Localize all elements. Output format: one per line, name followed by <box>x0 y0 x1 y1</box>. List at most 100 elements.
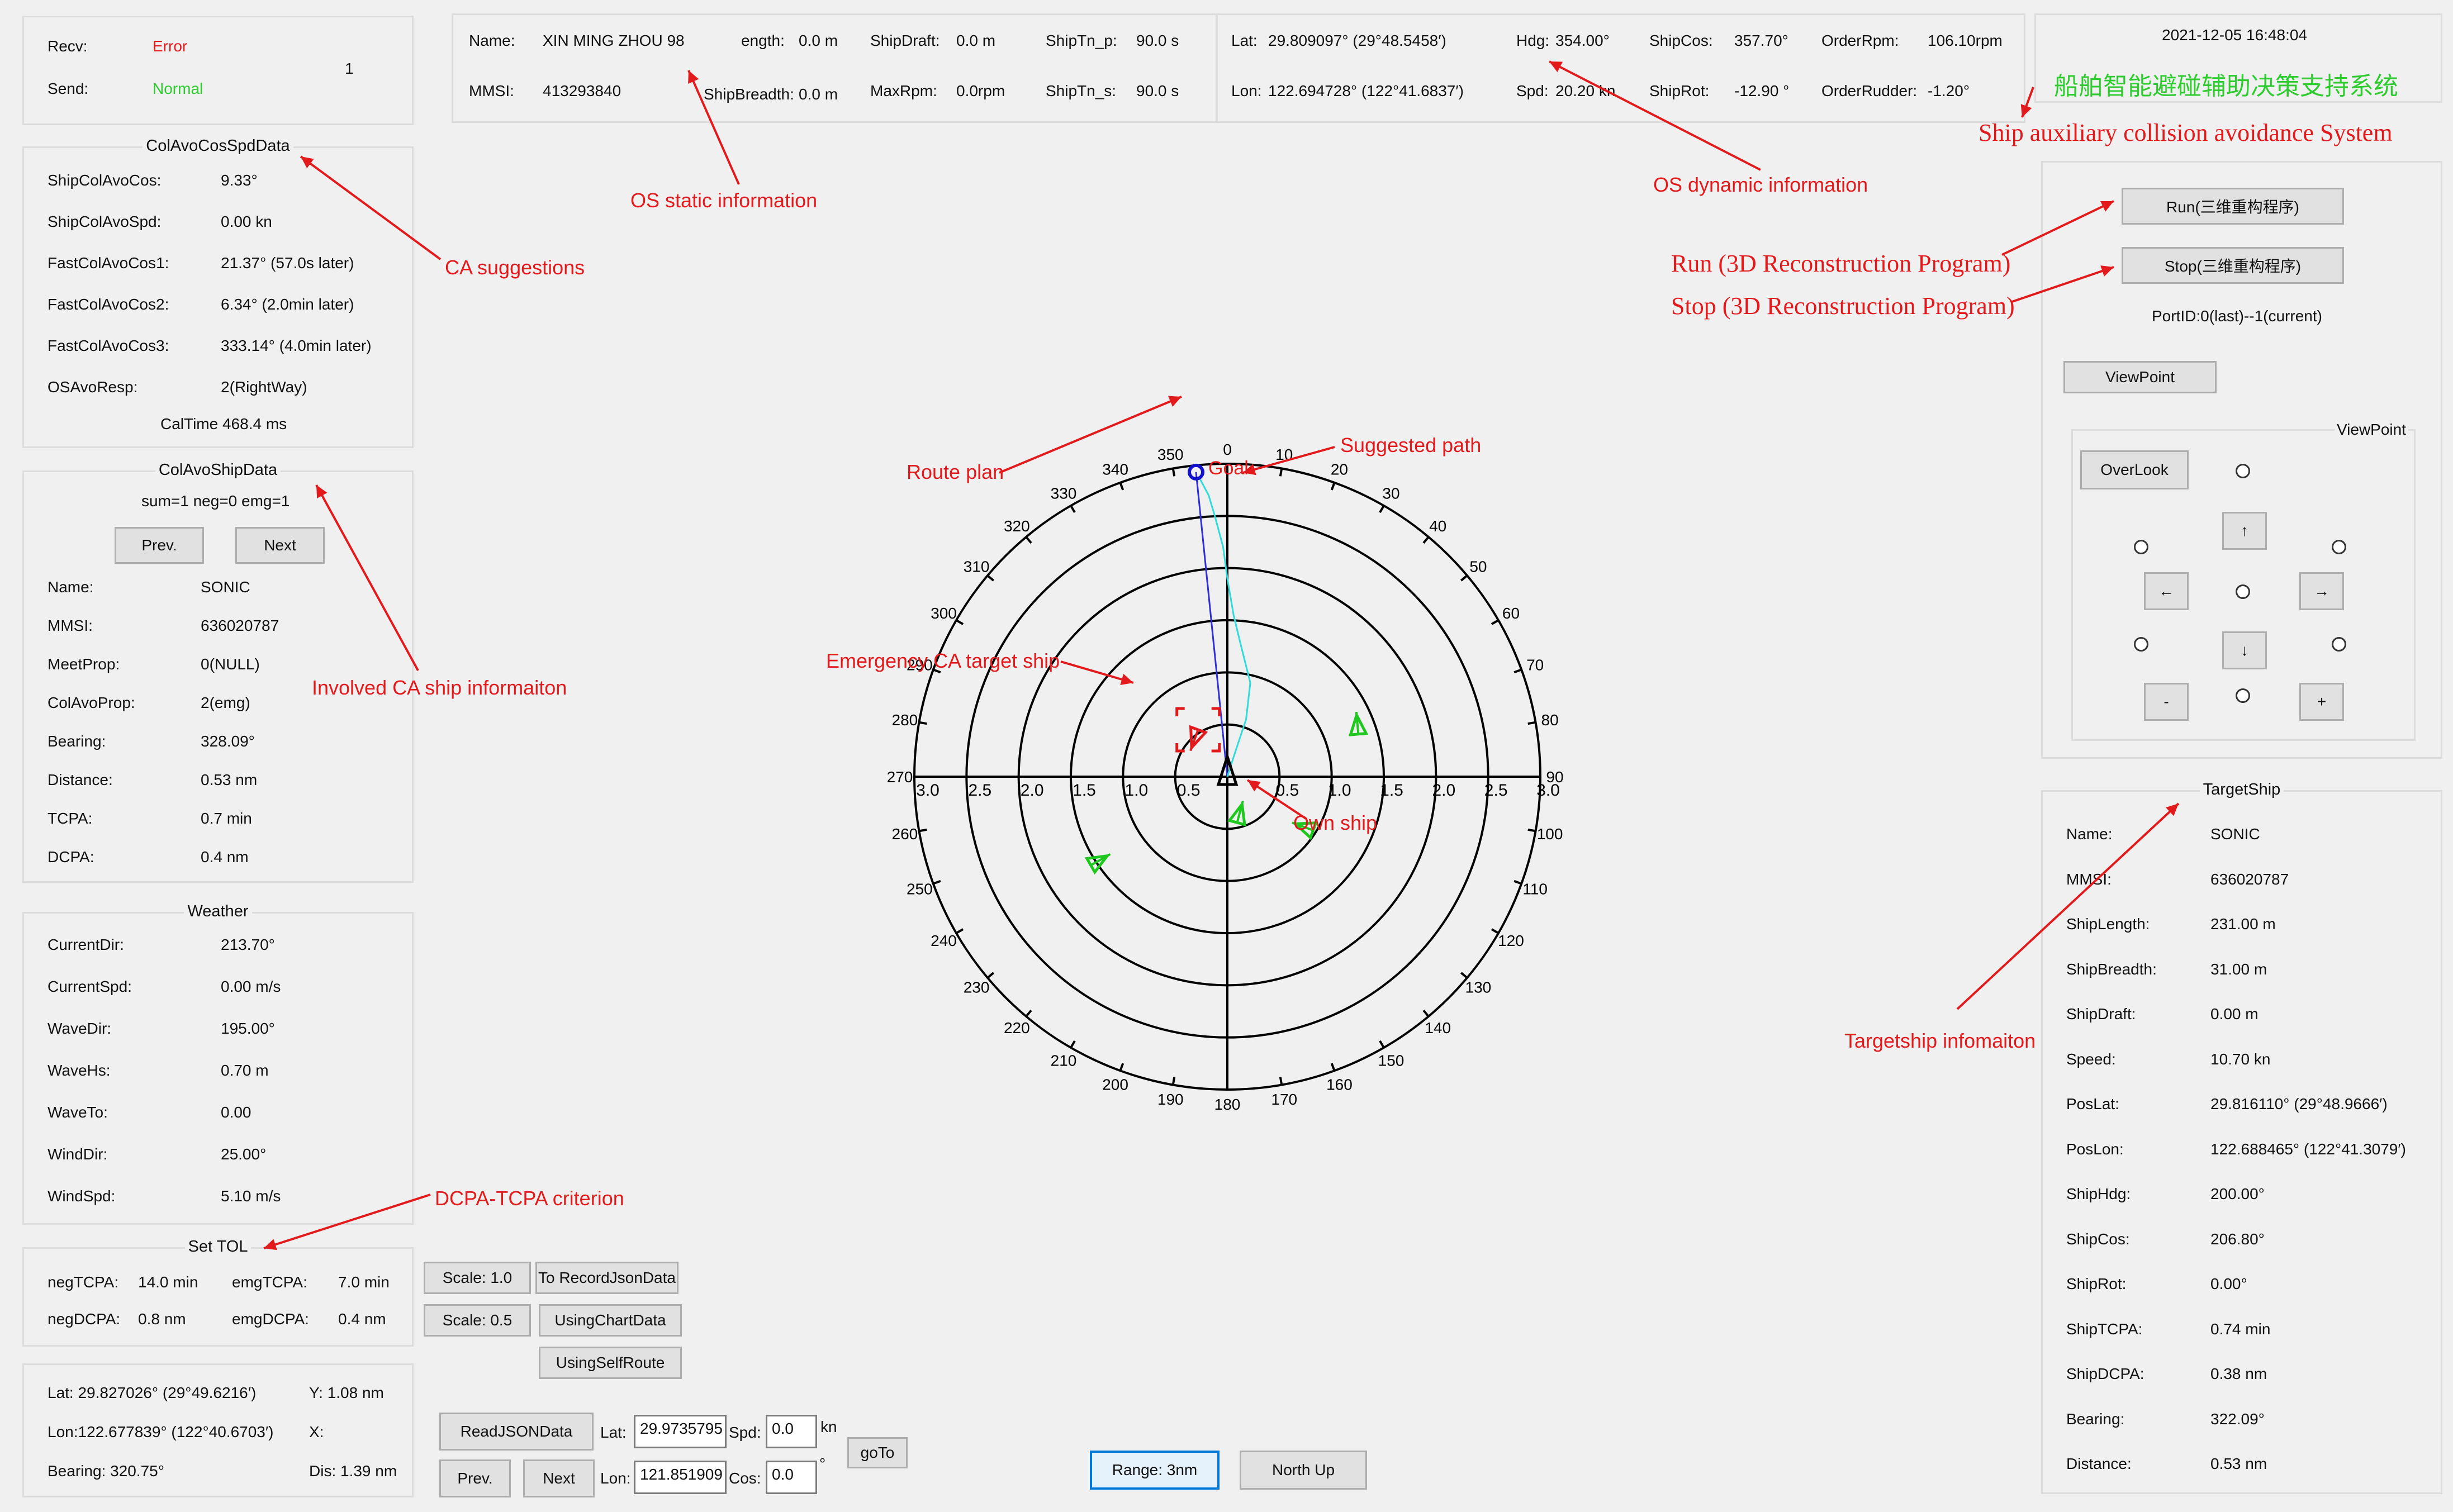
weather-field-value: 0.00 <box>221 1104 252 1121</box>
ca-ship-field-label: Name: <box>48 578 94 596</box>
own-ship-icon <box>1216 752 1239 786</box>
annotation-arrow <box>1242 446 1335 474</box>
arrow-left-button[interactable]: ← <box>2144 572 2189 610</box>
viewpoint-radio-left-bottom[interactable] <box>2134 637 2148 652</box>
viewpoint-radio-center[interactable] <box>2236 584 2250 599</box>
using-self-route-button[interactable]: UsingSelfRoute <box>539 1347 682 1379</box>
os-tns-label: ShipTn_s: <box>1046 82 1117 99</box>
bearing-label: 0 <box>1223 441 1232 458</box>
bearing-label: 20 <box>1331 460 1348 478</box>
ca-ship-field-value: 2(emg) <box>201 694 250 711</box>
bottom-prev-button[interactable]: Prev. <box>439 1459 511 1497</box>
goto-spd-input[interactable]: 0.0 <box>766 1415 817 1448</box>
goto-cos-label: Cos: <box>729 1470 761 1487</box>
goto-cos-input[interactable]: 0.0 <box>766 1461 817 1494</box>
goto-spd-label: Spd: <box>729 1424 761 1441</box>
bearing-label: 80 <box>1541 711 1559 729</box>
target-field-value: 0.00° <box>2210 1275 2247 1292</box>
ca-ship-field-label: MMSI: <box>48 617 93 634</box>
target-field-value: 636020787 <box>2210 870 2289 888</box>
ca-ship-prev-button[interactable]: Prev. <box>115 527 204 564</box>
arrow-down-button[interactable]: ↓ <box>2222 631 2267 669</box>
scale-1-button[interactable]: Scale: 1.0 <box>424 1262 531 1294</box>
annotation-arrow <box>1549 60 1761 171</box>
viewpoint-radio-left-top[interactable] <box>2134 540 2148 554</box>
os-maxrpm-label: MaxRpm: <box>870 82 937 99</box>
overlook-button[interactable]: OverLook <box>2080 450 2189 489</box>
target-field-label: PosLat: <box>2066 1095 2119 1112</box>
bearing-tick <box>1460 574 1468 582</box>
viewpoint-radio-right-top[interactable] <box>2332 540 2346 554</box>
arrow-up-button[interactable]: ↑ <box>2222 512 2267 550</box>
scale-05-button[interactable]: Scale: 0.5 <box>424 1304 531 1337</box>
run-3d-button[interactable]: Run(三维重构程序) <box>2122 188 2344 225</box>
target-field-label: ShipDCPA: <box>2066 1365 2144 1382</box>
weather-panel: Weather CurrentDir: 213.70° CurrentSpd: 0.0… <box>22 902 414 1225</box>
range-label: 3.0 <box>1536 781 1560 800</box>
cursor-panel: Lat: 29.827026° (29°49.6216′) Lon:122.67… <box>22 1363 414 1497</box>
bearing-label: 30 <box>1382 485 1399 502</box>
weather-field-value: 5.10 m/s <box>221 1187 281 1205</box>
emergency-bracket <box>1211 707 1221 717</box>
cursor-distance: Dis: 1.39 nm <box>309 1462 397 1480</box>
bearing-tick <box>1070 505 1076 513</box>
viewpoint-radio-overlook[interactable] <box>2236 464 2250 478</box>
goto-lat-input[interactable]: 29.9735795 <box>634 1415 727 1448</box>
annotation-ca-suggestions: CA suggestions <box>445 256 585 279</box>
annotation-arrowhead <box>316 485 328 498</box>
target-field-value: 10.70 kn <box>2210 1050 2271 1068</box>
zoom-minus-button[interactable]: - <box>2144 683 2189 721</box>
os-name-value: XIN MING ZHOU 98 <box>543 32 685 49</box>
goto-lon-label: Lon: <box>600 1470 631 1487</box>
using-chart-data-button[interactable]: UsingChartData <box>539 1304 682 1337</box>
bearing-label: 50 <box>1469 558 1487 575</box>
record-json-button[interactable]: To RecordJsonData <box>535 1262 679 1294</box>
read-json-button[interactable]: ReadJSONData <box>439 1413 594 1451</box>
bearing-tick <box>1422 1009 1430 1017</box>
weather-title: Weather <box>24 902 412 921</box>
viewpoint-radio-right-bottom[interactable] <box>2332 637 2346 652</box>
stop-3d-button[interactable]: Stop(三维重构程序) <box>2122 247 2344 284</box>
datetime-panel: 2021-12-05 16:48:04 <box>2034 13 2442 103</box>
target-heading-line <box>1189 729 1199 752</box>
target-field-value: 322.09° <box>2210 1410 2265 1428</box>
target-field-value: SONIC <box>2210 825 2260 843</box>
weather-field-value: 213.70° <box>221 936 275 953</box>
goto-lon-input[interactable]: 121.851909 <box>634 1461 727 1494</box>
ca-ship-field-label: TCPA: <box>48 810 93 827</box>
range-label: 1.5 <box>1073 781 1096 800</box>
target-field-value: 31.00 m <box>2210 960 2267 978</box>
ca-ship-next-button[interactable]: Next <box>235 527 325 564</box>
goto-button[interactable]: goTo <box>847 1437 908 1468</box>
zoom-plus-button[interactable]: + <box>2299 683 2344 721</box>
bearing-label: 280 <box>892 711 918 729</box>
annotation-arrow <box>999 396 1182 474</box>
ca-suggestion-value: 0.00 kn <box>221 213 272 230</box>
negtcpa-value: 14.0 min <box>138 1273 198 1291</box>
bearing-label: 100 <box>1537 825 1563 843</box>
annotation-emergency-target: Emergency CA target ship <box>826 649 1060 672</box>
weather-field-label: CurrentDir: <box>48 936 124 953</box>
viewpoint-radio-bottom[interactable] <box>2236 688 2250 703</box>
emgdcpa-label: emgDCPA: <box>232 1310 309 1328</box>
bearing-tick <box>1025 536 1032 544</box>
annotation-arrow <box>687 70 740 185</box>
os-orderrpm-label: OrderRpm: <box>1821 32 1899 49</box>
target-field-label: ShipCos: <box>2066 1230 2130 1248</box>
target-field-value: 0.74 min <box>2210 1320 2271 1338</box>
negdcpa-label: negDCPA: <box>48 1310 121 1328</box>
viewpoint-button[interactable]: ViewPoint <box>2063 361 2217 393</box>
annotation-arrowhead <box>2020 104 2032 117</box>
range-button[interactable]: Range: 3nm <box>1090 1451 1220 1490</box>
bottom-next-button[interactable]: Next <box>523 1459 595 1497</box>
bearing-tick <box>1527 721 1536 725</box>
ca-ship-field-value: 0(NULL) <box>201 655 260 673</box>
bearing-label: 90 <box>1546 768 1563 786</box>
bearing-label: 70 <box>1526 657 1544 674</box>
north-up-button[interactable]: North Up <box>1240 1451 1367 1490</box>
arrow-right-button[interactable]: → <box>2299 572 2344 610</box>
weather-field-label: WaveDir: <box>48 1020 112 1037</box>
os-tnp-value: 90.0 s <box>1136 32 1179 49</box>
annotation-arrow <box>1956 802 2180 1010</box>
